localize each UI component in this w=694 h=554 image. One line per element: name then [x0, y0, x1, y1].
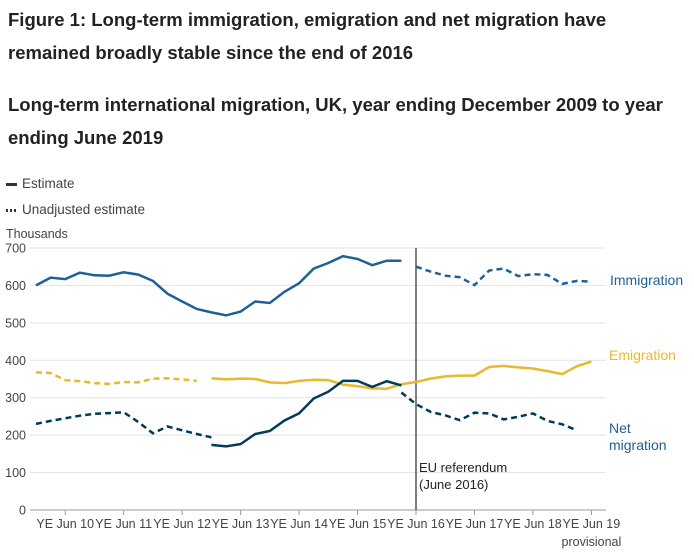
y-tick-label: 100 [5, 466, 26, 480]
gridlines [30, 247, 606, 511]
y-tick-label: 600 [5, 279, 26, 293]
eu-referendum-date-label: (June 2016) [419, 477, 488, 492]
y-axis-ticks: 0 100 200 300 400 500 600 700 [5, 242, 26, 518]
x-tick-label: YE Jun 18 [504, 517, 562, 531]
x-tick-label: YE Jun 12 [153, 517, 211, 531]
x-tick-label: YE Jun 16 [387, 517, 445, 531]
y-tick-label: 400 [5, 354, 26, 368]
y-tick-label: 500 [5, 316, 26, 330]
x-tick-label: YE Jun 14 [270, 517, 328, 531]
x-tick-label: YE Jun 17 [446, 517, 504, 531]
solid-line-swatch-icon [6, 182, 17, 186]
eu-referendum-annotation: EU referendum (June 2016) [419, 460, 507, 492]
x-tick-label: YE Jun 15 [329, 517, 387, 531]
series-label-emigration: Emigration [609, 347, 676, 363]
series-label-migration: migration [609, 437, 667, 453]
figure-title: Figure 1: Long-term immigration, emigrat… [8, 9, 607, 63]
series-label-net: Net [609, 420, 631, 436]
x-tick-label: YE Jun 19 [563, 517, 621, 531]
series-lines [35, 254, 592, 448]
chart-title: Long-term international migration, UK, y… [8, 94, 663, 148]
legend: Estimate Unadjusted estimate [6, 171, 145, 223]
y-tick-label: 200 [5, 429, 26, 443]
x-axis-ticks: YE Jun 10 YE Jun 11 YE Jun 12 YE Jun 13 YE J… [36, 510, 621, 549]
y-tick-label: 300 [5, 391, 26, 405]
x-tick-label: YE Jun 10 [36, 517, 94, 531]
x-tick-label: YE Jun 11 [95, 517, 152, 531]
emigration-unadjusted-line [35, 371, 197, 386]
eu-referendum-label: EU referendum [419, 460, 507, 475]
y-tick-label: 0 [19, 504, 26, 518]
legend-item-estimate: Estimate [6, 171, 145, 197]
legend-item-unadjusted: Unadjusted estimate [6, 197, 145, 223]
net-migration-estimate-line [211, 379, 402, 448]
net-migration-unadjusted-line [400, 391, 578, 432]
x-tick-label: YE Jun 13 [212, 517, 270, 531]
net-migration-unadjusted-line [35, 411, 212, 439]
x-tick-sublabel: provisional [562, 535, 622, 549]
legend-label-unadjusted: Unadjusted estimate [22, 202, 146, 217]
dotted-line-swatch-icon [6, 208, 17, 212]
y-tick-label: 700 [5, 242, 26, 256]
immigration-unadjusted-line [415, 265, 592, 287]
y-axis-label: Thousands [6, 227, 68, 241]
legend-label-estimate: Estimate [22, 176, 75, 191]
series-label-immigration: Immigration [610, 272, 683, 288]
immigration-estimate-line [35, 254, 402, 317]
